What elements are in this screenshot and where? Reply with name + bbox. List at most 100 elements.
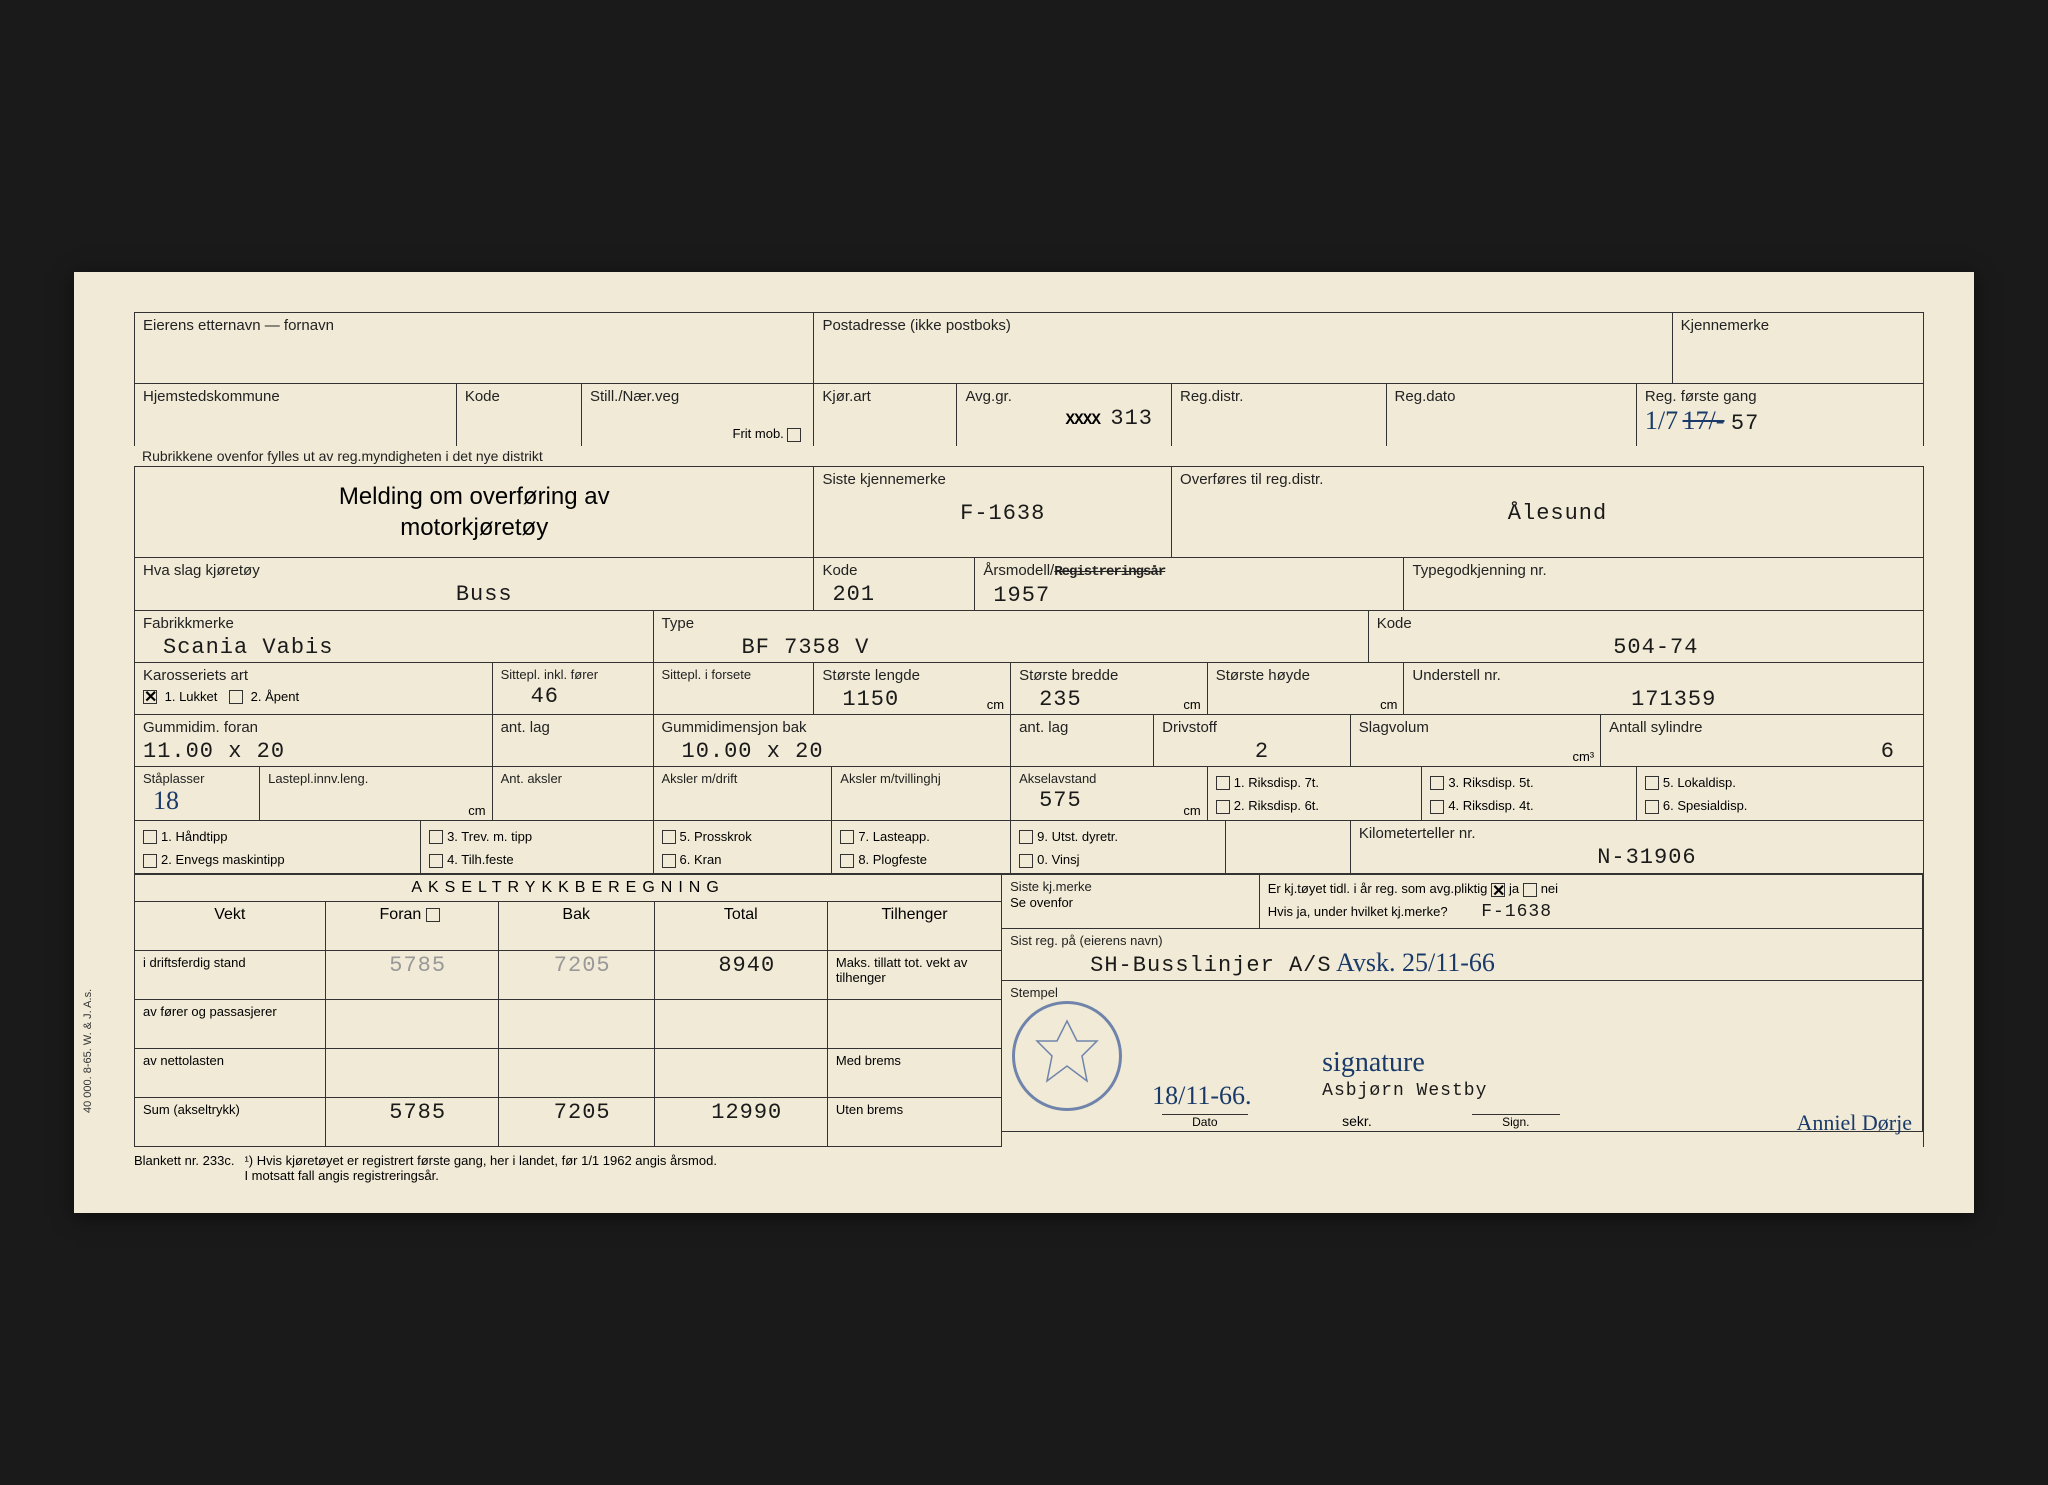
cell-aksler-drift: Aksler m/drift xyxy=(654,767,833,820)
unit-cm3-cube: cm³ xyxy=(1572,749,1594,764)
label-arsmodell: Årsmodell/Registreringsår xyxy=(983,562,1395,581)
cell-title: Melding om overføring av motorkjøretøy xyxy=(135,467,814,557)
td-utenbrems: Uten brems xyxy=(828,1098,1001,1146)
label-sistekj2: Siste kj.merke xyxy=(1010,879,1251,895)
cell-regforste: Reg. første gang 1/7 17/- 57 xyxy=(1637,384,1923,446)
signer-name: Asbjørn Westby xyxy=(1322,1079,1487,1101)
regforste-hand: 1/7 xyxy=(1645,406,1678,435)
kode2-value: 201 xyxy=(822,580,966,607)
drivstoff-value: 2 xyxy=(1162,737,1342,764)
checkbox-kran xyxy=(662,854,676,868)
label-drivstoff: Drivstoff xyxy=(1162,719,1342,737)
th-tilhenger: Tilhenger xyxy=(828,902,1001,950)
kode3-value: 504-74 xyxy=(1377,633,1915,660)
row-sistreg: Sist reg. på (eierens navn) SH-Busslinje… xyxy=(1002,928,1923,981)
cell-aksler-tvilling: Aksler m/tvillinghj xyxy=(832,767,1011,820)
cell-sittepl-forsete: Sittepl. i forsete xyxy=(654,663,815,714)
label-sistekj: Siste kjennemerke xyxy=(822,471,1163,489)
cell-tipp-e: 9. Utst. dyretr. 0. Vinsj xyxy=(1011,821,1226,874)
akseltrykk-section: AKSELTRYKKBEREGNING Vekt Foran Bak Total… xyxy=(134,874,1002,1147)
cell-gummi-foran: Gummidim. foran 11.00 x 20 xyxy=(135,715,493,766)
label-understell: Understell nr. xyxy=(1412,667,1915,685)
checkbox-lokaldisp xyxy=(1645,776,1659,790)
cell-karosseri: Karosseriets art 1. Lukket 2. Åpent xyxy=(135,663,493,714)
akseltrykk-header: AKSELTRYKKBEREGNING xyxy=(134,874,1002,901)
td-empty5 xyxy=(326,1049,499,1097)
seovenfor: Se ovenfor xyxy=(1010,895,1251,910)
blankett-nr: Blankett nr. 233c. xyxy=(134,1153,234,1183)
label-kode2: Kode xyxy=(822,562,966,580)
cell-hjemsted: Hjemstedskommune xyxy=(135,384,457,446)
td-maks: Maks. tillatt tot. vekt av tilhenger xyxy=(828,951,1001,999)
label-lukket: 1. Lukket xyxy=(165,689,218,704)
print-code: 40 000. 8-65. W. & J. A.s. xyxy=(82,989,94,1113)
td-driftsferdig: i driftsferdig stand xyxy=(135,951,326,999)
label-avggr: Avg.gr. xyxy=(965,388,1163,406)
row-title: Melding om overføring av motorkjøretøy S… xyxy=(134,466,1924,557)
td-sum-foran: 5785 xyxy=(326,1098,499,1146)
cell-overfores: Overføres til reg.distr. Ålesund xyxy=(1172,467,1923,557)
unit-cm3: cm xyxy=(1380,697,1397,712)
row-stempel: Stempel 18/11-66. signature Asbjørn West… xyxy=(1002,980,1923,1132)
km-value: N-31906 xyxy=(1359,843,1915,870)
sistekj-value: F-1638 xyxy=(822,489,1163,526)
overfores-value: Ålesund xyxy=(1180,489,1915,526)
checkbox-riksdisp4 xyxy=(1430,800,1444,814)
cell-regdistr: Reg.distr. xyxy=(1172,384,1387,446)
akseltrykk-nettolast: av nettolasten Med brems xyxy=(134,1048,1002,1097)
label-gummi-bak: Gummidimensjon bak xyxy=(662,719,1003,737)
label-typegodk: Typegodkjenning nr. xyxy=(1412,562,1915,580)
label-apent: 2. Åpent xyxy=(251,689,299,704)
label-regdistr: Reg.distr. xyxy=(1180,388,1378,406)
label-aksler-drift: Aksler m/drift xyxy=(662,771,824,787)
checkbox-lasteapp xyxy=(840,830,854,844)
cell-sistekj2: Siste kj.merke Se ovenfor xyxy=(1002,875,1260,928)
unit-cm4: cm xyxy=(468,803,485,818)
regforste-year: 57 xyxy=(1729,409,1759,436)
cell-sistreg: Sist reg. på (eierens navn) SH-Busslinje… xyxy=(1002,929,1922,981)
row-staplasser: Ståplasser 18 Lastepl.innv.leng. cm Ant.… xyxy=(134,766,1924,820)
td-forer: av fører og passasjerer xyxy=(135,1000,326,1048)
akseltrykk-forer: av fører og passasjerer xyxy=(134,999,1002,1048)
cell-understell: Understell nr. 171359 xyxy=(1404,663,1923,714)
cell-sylindre: Antall sylindre 6 xyxy=(1601,715,1923,766)
akseltrykk-driftsferdig: i driftsferdig stand 5785 7205 8940 Maks… xyxy=(134,950,1002,999)
bredde-value: 235 xyxy=(1019,685,1199,712)
label-overfores: Overføres til reg.distr. xyxy=(1180,471,1915,489)
understell-value: 171359 xyxy=(1412,685,1915,712)
checkbox-lukket xyxy=(143,690,157,704)
row-owner: Eierens etternavn — fornavn Postadresse … xyxy=(134,312,1924,383)
td-sum-bak: 7205 xyxy=(499,1098,655,1146)
cell-fabrikk: Fabrikkmerke Scania Vabis xyxy=(135,611,654,662)
hvaslag-value: Buss xyxy=(143,580,805,607)
label-gummi-foran: Gummidim. foran xyxy=(143,719,484,737)
label-type: Type xyxy=(662,615,1360,633)
label-kode1: Kode xyxy=(465,388,573,406)
checkbox-fritmob xyxy=(787,428,801,442)
lengde-value: 1150 xyxy=(822,685,1002,712)
td-bak-val: 7205 xyxy=(499,951,655,999)
label-lastepl: Lastepl.innv.leng. xyxy=(268,771,483,787)
stamp-circle xyxy=(1012,1001,1122,1111)
td-empty4 xyxy=(828,1000,1001,1048)
staplasser-value: 18 xyxy=(143,786,251,816)
instruction-1: Rubrikkene ovenfor fylles ut av reg.mynd… xyxy=(134,446,1924,466)
td-foran-val: 5785 xyxy=(326,951,499,999)
avggr-prefix: XXXX xyxy=(1066,411,1100,429)
row-tipp: 1. Håndtipp 2. Envegs maskintipp 3. Trev… xyxy=(134,820,1924,875)
cell-sittepl-inkl: Sittepl. inkl. fører 46 xyxy=(493,663,654,714)
label-lengde: Største lengde xyxy=(822,667,1002,685)
cell-antlag2: ant. lag xyxy=(1011,715,1154,766)
cell-kode3: Kode 504-74 xyxy=(1369,611,1923,662)
cell-bredde: Største bredde 235 cm xyxy=(1011,663,1208,714)
cell-postadresse: Postadresse (ikke postboks) xyxy=(814,313,1672,383)
akselavstand-value: 575 xyxy=(1019,786,1199,813)
bottom-section: AKSELTRYKKBEREGNING Vekt Foran Bak Total… xyxy=(134,874,1924,1147)
dato-label: Dato xyxy=(1162,1114,1247,1129)
checkbox-ja xyxy=(1491,883,1505,897)
sittepl-inkl-value: 46 xyxy=(501,682,645,709)
cell-riksdisp-a: 1. Riksdisp. 7t. 2. Riksdisp. 6t. xyxy=(1208,767,1423,820)
td-sum: Sum (akseltrykk) xyxy=(135,1098,326,1146)
row-sistekj-right: Siste kj.merke Se ovenfor Er kj.tøyet ti… xyxy=(1002,874,1923,928)
cell-kode2: Kode 201 xyxy=(814,558,975,610)
